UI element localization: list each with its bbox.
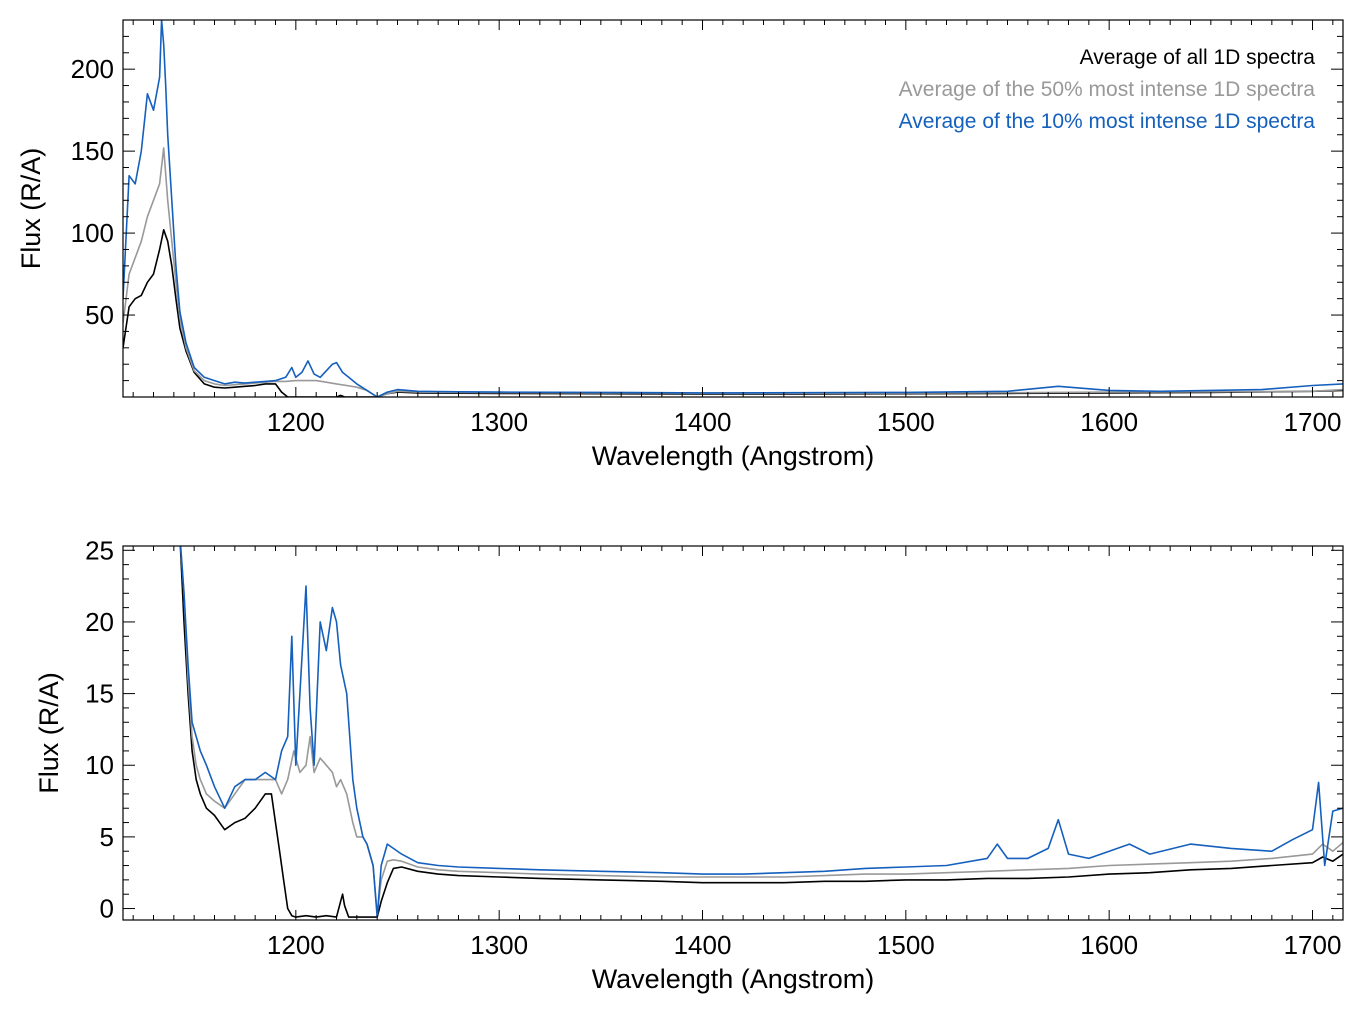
x-tick-label: 1400 xyxy=(674,407,732,437)
x-tick-label: 1500 xyxy=(877,930,935,960)
series-line-2 xyxy=(123,20,1343,397)
y-tick-label: 50 xyxy=(85,300,114,330)
y-tick-label: 20 xyxy=(85,607,114,637)
x-tick-label: 1300 xyxy=(470,407,528,437)
y-tick-label: 15 xyxy=(85,679,114,709)
y-axis-title: Flux (R/A) xyxy=(16,148,46,270)
series-line-0 xyxy=(179,546,1343,918)
x-tick-label: 1400 xyxy=(674,930,732,960)
legend-entry-10pct: Average of the 10% most intense 1D spect… xyxy=(899,110,1316,133)
y-axis-title: Flux (R/A) xyxy=(34,672,64,794)
y-tick-label: 100 xyxy=(71,218,114,248)
top-panel: 1200 1300 1400 1500 1600 1700 50 100 150 200 Wave… xyxy=(16,19,1344,471)
x-tick-label: 1500 xyxy=(877,407,935,437)
y-tick-label: 25 xyxy=(85,535,114,565)
x-axis-title: Wavelength (Angstrom) xyxy=(592,441,875,471)
y-tick-label: 0 xyxy=(100,894,114,924)
x-tick-label: 1700 xyxy=(1284,407,1342,437)
x-tick-label: 1600 xyxy=(1080,930,1138,960)
legend: Average of all 1D spectra Average of the… xyxy=(899,46,1316,133)
x-axis-title: Wavelength (Angstrom) xyxy=(592,964,875,994)
y-tick-label: 10 xyxy=(85,750,114,780)
y-tick-label: 5 xyxy=(100,822,114,852)
x-tick-label: 1700 xyxy=(1284,930,1342,960)
bottom-panel: 1200 1300 1400 1500 1600 1700 0 5 10 15 20 25 Wavel… xyxy=(34,535,1344,994)
x-tick-label: 1200 xyxy=(267,930,325,960)
y-tick-label: 150 xyxy=(71,136,114,166)
legend-entry-all: Average of all 1D spectra xyxy=(1080,46,1316,69)
legend-entry-50pct: Average of the 50% most intense 1D spect… xyxy=(899,78,1316,101)
x-tick-label: 1200 xyxy=(267,407,325,437)
plot-frame xyxy=(122,545,1344,921)
plot-frame xyxy=(122,19,1344,398)
x-tick-label: 1600 xyxy=(1080,407,1138,437)
series-line-2 xyxy=(179,546,1343,918)
y-tick-label: 200 xyxy=(71,54,114,84)
x-tick-label: 1300 xyxy=(470,930,528,960)
